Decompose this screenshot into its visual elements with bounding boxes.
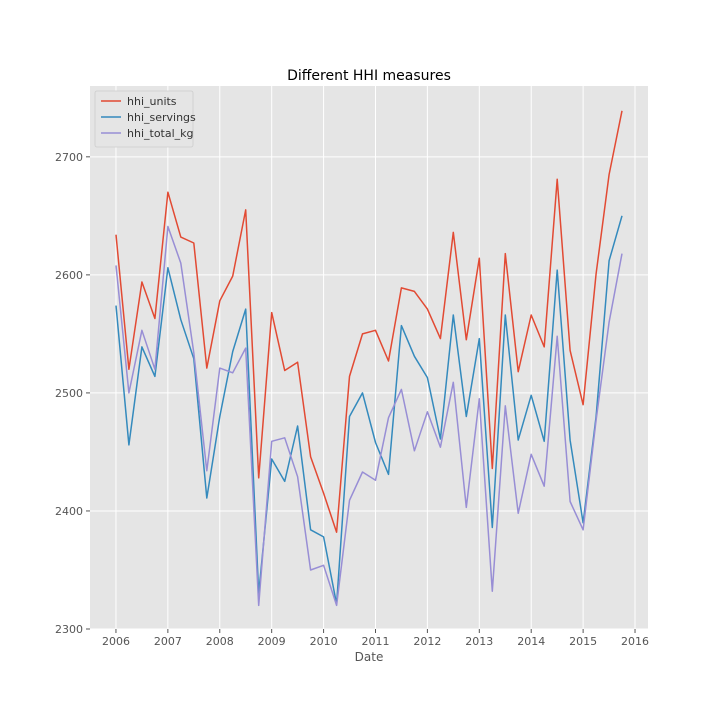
series-lines — [115, 110, 623, 607]
x-tick-label: 2015 — [569, 635, 597, 648]
x-tick-label: 2012 — [413, 635, 441, 648]
y-tick-label: 2700 — [55, 151, 83, 164]
x-tick-label: 2006 — [102, 635, 130, 648]
x-tick-label: 2009 — [258, 635, 286, 648]
x-tick-label: 2007 — [154, 635, 182, 648]
legend: hhi_units hhi_servings hhi_total_kg — [94, 90, 196, 148]
x-axis-label: Date — [355, 650, 384, 664]
gridlines — [90, 86, 648, 630]
axis-ticks: 2006 2007 2008 2009 2010 2011 2012 2013 2014 2015… — [55, 151, 649, 648]
x-tick-label: 2008 — [206, 635, 234, 648]
legend-label: hhi_servings — [127, 111, 196, 124]
y-tick-label: 2300 — [55, 623, 83, 636]
series-line-hhi-units — [115, 110, 623, 533]
legend-label: hhi_total_kg — [127, 127, 194, 140]
y-tick-label: 2500 — [55, 387, 83, 400]
x-tick-label: 2013 — [465, 635, 493, 648]
y-tick-label: 2400 — [55, 505, 83, 518]
series-line-hhi-total-kg — [115, 225, 623, 607]
x-tick-label: 2014 — [517, 635, 545, 648]
legend-label: hhi_units — [127, 95, 177, 108]
y-tick-label: 2600 — [55, 269, 83, 282]
chart-title: Different HHI measures — [287, 68, 451, 84]
x-tick-label: 2011 — [361, 635, 389, 648]
series-line-hhi-servings — [115, 215, 623, 605]
x-tick-label: 2016 — [621, 635, 649, 648]
x-tick-label: 2010 — [310, 635, 338, 648]
